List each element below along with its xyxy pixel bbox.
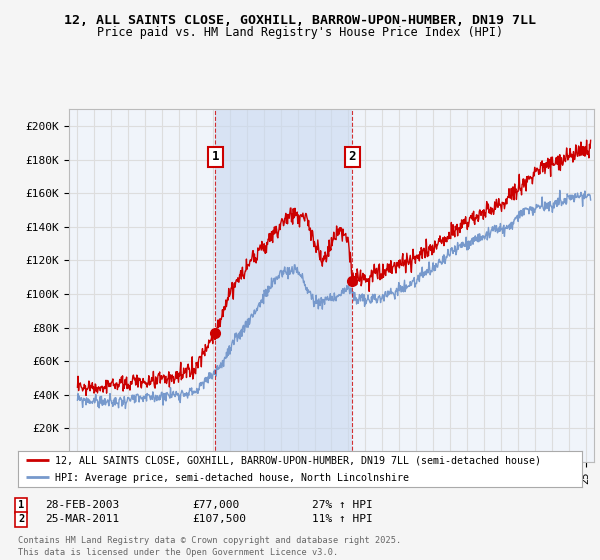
- Text: 1: 1: [18, 500, 24, 510]
- Text: 28-FEB-2003: 28-FEB-2003: [45, 500, 119, 510]
- Bar: [215, 109, 352, 462]
- Text: 12, ALL SAINTS CLOSE, GOXHILL, BARROW-UPON-HUMBER, DN19 7LL: 12, ALL SAINTS CLOSE, GOXHILL, BARROW-UP…: [64, 13, 536, 27]
- Text: £107,500: £107,500: [192, 514, 246, 524]
- Text: 1: 1: [212, 150, 219, 164]
- Text: 27% ↑ HPI: 27% ↑ HPI: [312, 500, 373, 510]
- Text: £77,000: £77,000: [192, 500, 239, 510]
- Text: Contains HM Land Registry data © Crown copyright and database right 2025.
This d: Contains HM Land Registry data © Crown c…: [18, 536, 401, 557]
- Text: 25-MAR-2011: 25-MAR-2011: [45, 514, 119, 524]
- Text: 2: 2: [18, 514, 24, 524]
- Text: 12, ALL SAINTS CLOSE, GOXHILL, BARROW-UPON-HUMBER, DN19 7LL (semi-detached house: 12, ALL SAINTS CLOSE, GOXHILL, BARROW-UP…: [55, 456, 541, 466]
- Text: HPI: Average price, semi-detached house, North Lincolnshire: HPI: Average price, semi-detached house,…: [55, 473, 409, 483]
- Text: 2: 2: [349, 150, 356, 164]
- Text: Price paid vs. HM Land Registry's House Price Index (HPI): Price paid vs. HM Land Registry's House …: [97, 26, 503, 39]
- Text: 11% ↑ HPI: 11% ↑ HPI: [312, 514, 373, 524]
